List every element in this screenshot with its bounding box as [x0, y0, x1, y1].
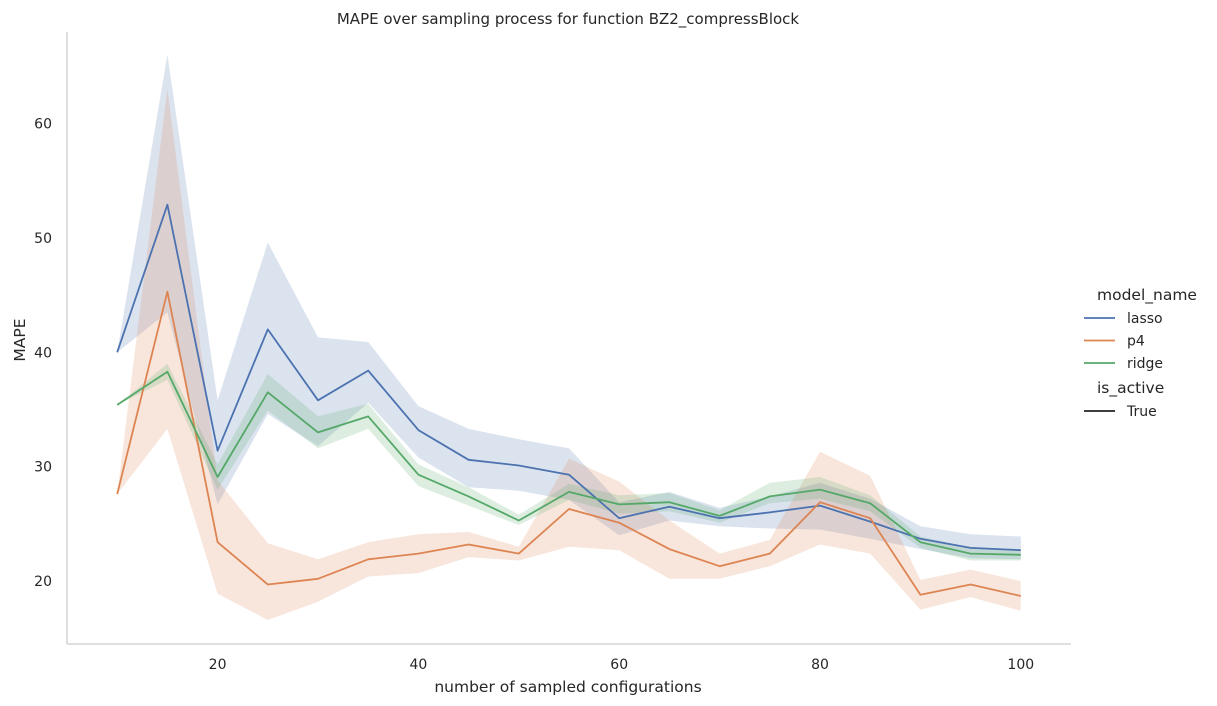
chart-title: MAPE over sampling process for function … — [337, 10, 800, 29]
y-tick-label: 40 — [34, 345, 52, 361]
x-tick-label: 60 — [610, 657, 628, 673]
legend-style-entries: True — [1084, 404, 1157, 420]
legend-hue-entries: lasso p4 ridge — [1084, 311, 1163, 372]
y-tick-label: 30 — [34, 460, 52, 476]
legend-label: p4 — [1127, 334, 1145, 350]
y-ticks: 20 30 40 50 60 — [34, 117, 52, 591]
x-tick-label: 100 — [1007, 657, 1034, 673]
y-axis-label: MAPE — [11, 318, 29, 361]
legend-label: True — [1126, 404, 1157, 420]
legend-item-lasso: lasso — [1084, 311, 1163, 327]
x-axis-label: number of sampled configurations — [434, 678, 701, 696]
legend-item-style: True — [1084, 404, 1157, 420]
legend-title-model-name: model_name — [1097, 286, 1197, 305]
legend-item-ridge: ridge — [1084, 356, 1163, 372]
lasso-confidence-band — [117, 54, 1021, 560]
x-ticks: 20 40 60 80 100 — [209, 657, 1034, 673]
y-tick-label: 60 — [34, 117, 52, 133]
x-tick-label: 20 — [209, 657, 227, 673]
legend-label: lasso — [1127, 311, 1163, 327]
series-lines — [116, 203, 1022, 597]
x-tick-label: 40 — [409, 657, 427, 673]
legend-label: ridge — [1127, 356, 1163, 372]
lasso-line — [116, 203, 1021, 552]
legend-title-is-active: is_active — [1097, 379, 1164, 398]
confidence-bands — [117, 54, 1021, 620]
p4-line — [116, 290, 1022, 597]
y-tick-label: 50 — [34, 231, 52, 247]
legend: model_name lasso p4 ridge is_active True — [1084, 286, 1197, 420]
ridge-confidence-band — [117, 363, 1021, 561]
legend-item-p4: p4 — [1084, 334, 1145, 350]
x-tick-label: 80 — [811, 657, 829, 673]
y-tick-label: 20 — [34, 574, 52, 590]
ridge-line — [116, 370, 1021, 556]
p4-confidence-band — [117, 89, 1021, 620]
